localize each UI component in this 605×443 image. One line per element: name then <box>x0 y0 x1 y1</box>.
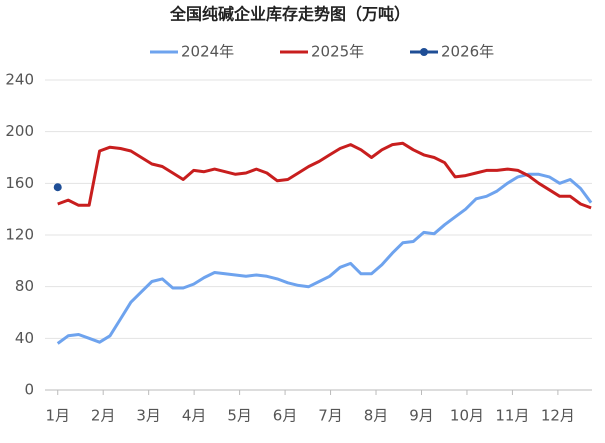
legend-label: 2025年 <box>311 43 364 61</box>
x-tick-label: 6月 <box>273 407 298 425</box>
x-tick-label: 12月 <box>541 407 575 425</box>
x-tick-label: 7月 <box>318 407 343 425</box>
point <box>53 183 62 192</box>
y-tick-label: 40 <box>15 329 34 347</box>
y-tick-label: 120 <box>5 226 34 244</box>
legend-marker <box>420 48 428 56</box>
series-line <box>56 172 593 345</box>
x-tick-label: 9月 <box>409 407 434 425</box>
y-tick-label: 200 <box>5 122 34 140</box>
x-tick-label: 11月 <box>495 407 529 425</box>
y-tick-label: 0 <box>24 381 34 399</box>
x-tick-label: 8月 <box>364 407 389 425</box>
y-tick-label: 80 <box>15 277 34 295</box>
x-tick-label: 5月 <box>227 407 252 425</box>
legend-label: 2026年 <box>441 43 494 61</box>
legend-label: 2024年 <box>181 43 234 61</box>
x-tick-label: 10月 <box>450 407 484 425</box>
y-tick-label: 160 <box>5 174 34 192</box>
x-tick-label: 4月 <box>182 407 207 425</box>
y-tick-label: 240 <box>5 71 34 89</box>
x-tick-label: 2月 <box>91 407 116 425</box>
x-tick-label: 1月 <box>45 407 70 425</box>
chart-title: 全国纯碱企业库存走势图（万吨） <box>169 5 410 24</box>
series-line <box>57 141 592 210</box>
x-tick-label: 3月 <box>136 407 161 425</box>
